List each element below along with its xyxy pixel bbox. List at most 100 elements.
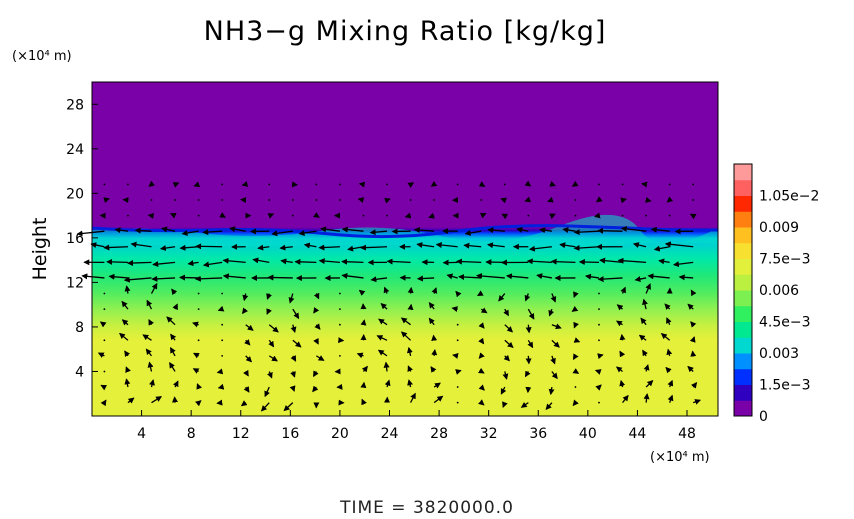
wind-vector bbox=[650, 226, 670, 233]
colorbar-label: 0.009 bbox=[759, 220, 799, 236]
wind-vector-dot bbox=[197, 292, 200, 295]
wind-vector-dot bbox=[339, 308, 341, 311]
wind-vector bbox=[384, 379, 391, 388]
wind-vector bbox=[573, 229, 600, 236]
wind-vector bbox=[242, 307, 248, 315]
wind-vector-dot bbox=[598, 308, 600, 311]
wind-vector-dot bbox=[598, 292, 600, 295]
wind-vector-dot bbox=[221, 292, 224, 295]
y-axis-label: Height bbox=[29, 218, 51, 281]
wind-vector-dot bbox=[315, 199, 318, 201]
wind-vector bbox=[181, 230, 199, 236]
wind-vector bbox=[645, 283, 651, 294]
wind-vector bbox=[303, 242, 317, 249]
colorbar-label: 0 bbox=[759, 409, 768, 425]
wind-vector bbox=[179, 274, 199, 281]
wind-vector bbox=[487, 227, 505, 234]
wind-vector bbox=[463, 242, 482, 249]
wind-vector bbox=[638, 334, 647, 341]
wind-vector bbox=[360, 319, 367, 326]
wind-vector bbox=[413, 227, 435, 234]
wind-vector bbox=[121, 300, 129, 310]
wind-vector bbox=[594, 369, 602, 375]
wind-vector bbox=[217, 305, 225, 312]
wind-vector bbox=[192, 368, 200, 374]
wind-vector bbox=[266, 308, 272, 315]
colorbar-frame bbox=[733, 163, 753, 417]
wind-vector bbox=[572, 368, 580, 374]
wind-vectors bbox=[76, 180, 701, 412]
wind-vector bbox=[559, 242, 576, 249]
wind-vector bbox=[193, 181, 201, 188]
wind-vector-dot bbox=[480, 199, 483, 201]
wind-vector bbox=[245, 355, 253, 363]
wind-vector bbox=[216, 399, 223, 406]
wind-vector bbox=[267, 274, 293, 281]
colorbar-segment bbox=[734, 368, 752, 385]
wind-vector bbox=[245, 324, 254, 331]
wind-vector bbox=[313, 337, 319, 345]
wind-vector bbox=[404, 212, 412, 219]
wind-vector bbox=[478, 181, 486, 187]
wind-vector bbox=[527, 308, 535, 320]
y-tick-label: 12 bbox=[66, 275, 84, 291]
wind-vector bbox=[572, 353, 579, 361]
wind-vector-dot bbox=[692, 199, 695, 201]
wind-vector bbox=[292, 308, 300, 320]
wind-vector bbox=[430, 180, 438, 187]
wind-vector bbox=[357, 197, 365, 203]
wind-vector bbox=[320, 226, 341, 233]
wind-vector bbox=[549, 213, 556, 220]
wind-vector bbox=[283, 402, 294, 412]
colorbar-label: 4.5e−3 bbox=[759, 315, 811, 331]
wind-vector-dot bbox=[221, 199, 224, 201]
wind-vector bbox=[616, 304, 624, 311]
wind-vector bbox=[452, 352, 459, 359]
x-tick-label: 28 bbox=[430, 426, 448, 442]
x-tick-label: 40 bbox=[579, 426, 597, 442]
wind-vector bbox=[266, 293, 272, 300]
wind-vector bbox=[520, 401, 529, 408]
wind-vector bbox=[667, 394, 674, 403]
wind-vector bbox=[455, 290, 462, 298]
wind-vector bbox=[642, 298, 648, 310]
wind-vector bbox=[550, 293, 557, 303]
wind-vector bbox=[464, 229, 482, 236]
wind-vector bbox=[504, 324, 514, 333]
wind-vector-dot bbox=[574, 386, 577, 388]
x-tick-label: 8 bbox=[187, 426, 196, 442]
wind-vector bbox=[478, 367, 485, 374]
wind-vector-dot bbox=[315, 183, 318, 186]
wind-vector bbox=[687, 303, 694, 310]
wind-vector bbox=[280, 258, 293, 265]
colorbar-label: 0.006 bbox=[759, 283, 799, 299]
wind-vector bbox=[313, 292, 320, 300]
wind-vector bbox=[313, 212, 320, 218]
wind-vector bbox=[692, 399, 701, 405]
x-tick-label: 44 bbox=[629, 426, 647, 442]
wind-vector bbox=[196, 383, 203, 390]
wind-vector bbox=[615, 366, 623, 373]
mixing-ratio-field bbox=[92, 82, 718, 416]
wind-vector bbox=[645, 197, 652, 203]
wind-vector bbox=[502, 401, 508, 408]
wind-vector bbox=[527, 339, 534, 349]
wind-vector bbox=[433, 395, 444, 404]
wind-vector bbox=[383, 286, 390, 294]
wind-vector bbox=[431, 287, 438, 294]
wind-vector bbox=[384, 197, 391, 204]
wind-vector bbox=[378, 318, 388, 326]
wind-vector bbox=[524, 293, 531, 302]
wind-vector bbox=[687, 365, 694, 373]
wind-vector bbox=[525, 324, 532, 334]
wind-vector bbox=[166, 316, 176, 326]
wind-vector bbox=[243, 386, 250, 393]
wind-vector bbox=[500, 197, 508, 204]
y-tick-label: 24 bbox=[66, 142, 84, 158]
wind-vector bbox=[400, 331, 412, 341]
wind-vector bbox=[505, 273, 529, 280]
x-axis: 4 8 12 16 20 24 28 32 36 40 44 48 bbox=[137, 410, 696, 442]
wind-vector bbox=[641, 181, 648, 188]
wind-vector bbox=[76, 230, 105, 237]
